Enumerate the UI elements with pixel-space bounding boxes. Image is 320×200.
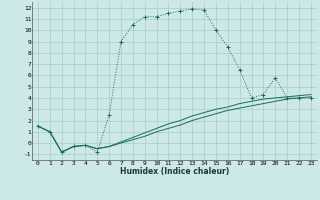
X-axis label: Humidex (Indice chaleur): Humidex (Indice chaleur) [120,167,229,176]
